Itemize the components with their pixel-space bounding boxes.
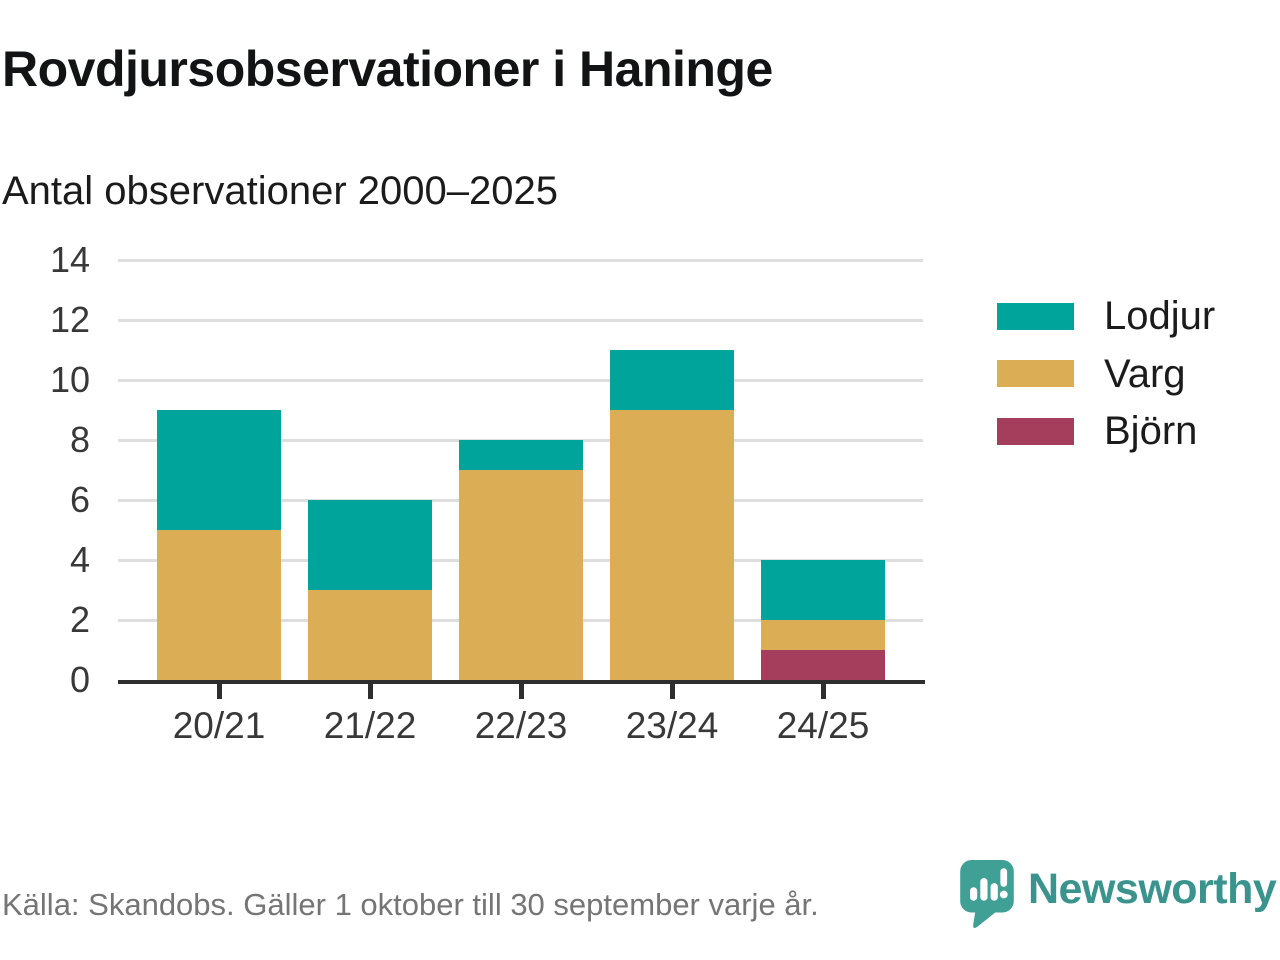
x-axis-category-label: 22/23: [474, 705, 568, 746]
y-axis-tick-label: 0: [69, 659, 90, 700]
bar-segment-varg: [761, 620, 885, 650]
y-axis-tick-label: 4: [69, 539, 90, 580]
legend-item: Lodjur: [997, 296, 1215, 336]
chart-subtitle: Antal observationer 2000–2025: [2, 169, 558, 213]
newsworthy-wordmark: Newsworthy: [1028, 865, 1277, 913]
bar-segment-lodjur: [761, 560, 885, 620]
bar-segment-lodjur: [610, 350, 734, 410]
bar-segment-lodjur: [308, 500, 432, 590]
y-gridline: [118, 259, 923, 262]
y-gridline: [118, 379, 923, 382]
legend-item: Björn: [997, 411, 1197, 451]
newsworthy-chart-bubble-icon: [960, 860, 1014, 928]
bar-segment-lodjur: [459, 440, 583, 470]
bar-segment-varg: [459, 470, 583, 680]
bar-segment-varg: [610, 410, 734, 680]
legend-label: Björn: [1104, 409, 1198, 453]
legend-label: Lodjur: [1104, 294, 1216, 338]
legend-item: Varg: [997, 354, 1186, 394]
bar-segment-bjrn: [761, 650, 885, 680]
legend-swatch: [997, 417, 1074, 445]
y-axis-tick-label: 12: [49, 299, 90, 340]
chart-title: Rovdjursobservationer i Haninge: [2, 41, 773, 97]
x-axis-line: [118, 680, 925, 684]
x-axis-category-label: 21/22: [323, 705, 417, 746]
bar-segment-lodjur: [157, 410, 281, 530]
newsworthy-logo: Newsworthy: [960, 860, 1277, 928]
x-axis-category-label: 24/25: [776, 705, 870, 746]
bar-segment-varg: [157, 530, 281, 680]
x-axis-tick: [821, 684, 826, 699]
legend-swatch: [997, 360, 1074, 387]
x-axis-tick: [519, 684, 524, 699]
x-axis-category-label: 20/21: [172, 705, 266, 746]
y-gridline: [118, 319, 923, 322]
y-axis-tick-label: 2: [69, 599, 90, 640]
legend-label: Varg: [1104, 351, 1186, 396]
y-axis-tick-label: 10: [49, 359, 90, 400]
bar-segment-varg: [308, 590, 432, 680]
y-axis-tick-label: 8: [69, 419, 90, 460]
legend-swatch: [997, 302, 1074, 330]
source-note: Källa: Skandobs. Gäller 1 oktober till 3…: [2, 887, 819, 922]
y-axis-tick-label: 6: [69, 479, 90, 520]
x-axis-category-label: 23/24: [625, 705, 719, 746]
x-axis-tick: [368, 684, 373, 699]
x-axis-tick: [670, 684, 675, 699]
x-axis-tick: [217, 684, 222, 699]
y-axis-tick-label: 14: [49, 239, 90, 280]
